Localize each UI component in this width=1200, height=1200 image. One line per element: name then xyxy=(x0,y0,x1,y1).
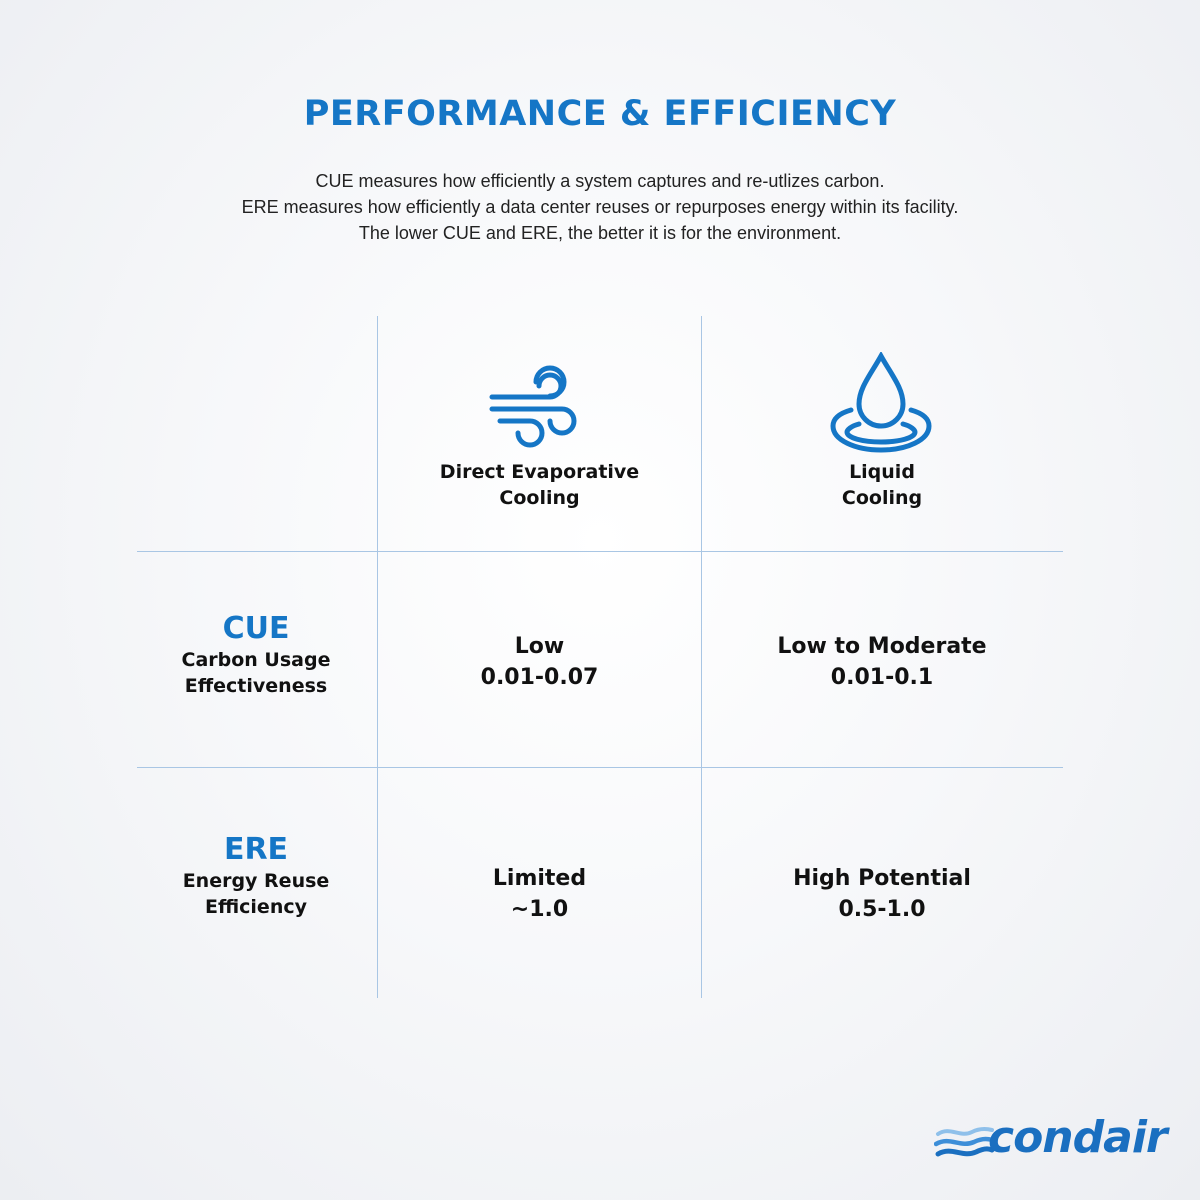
intro-line-cue: CUE measures how efficiently a system ca… xyxy=(315,171,885,191)
column-header-liquid-cooling: Liquid Cooling xyxy=(702,459,1062,511)
cell-cue-liquid: Low to Moderate 0.01-0.1 xyxy=(702,631,1062,693)
cell-rating: Limited xyxy=(492,866,587,891)
grid-divider-horizontal-1 xyxy=(137,551,1063,552)
column-header-line: Cooling xyxy=(841,487,923,509)
condair-wave-mark-icon xyxy=(934,1126,995,1157)
intro-line-ere: ERE measures how efficiently a data cent… xyxy=(241,197,959,217)
row-abbreviation: CUE xyxy=(222,611,290,646)
column-header-line: Cooling xyxy=(499,487,580,509)
cell-range: 0.01-0.07 xyxy=(480,665,599,690)
intro-text: CUE measures how efficiently a system ca… xyxy=(0,168,1200,246)
row-full-name: Carbon Usage Effectiveness xyxy=(136,647,376,699)
row-full-name: Energy Reuse Efficiency xyxy=(136,868,376,920)
column-header-direct-evaporative-cooling: Direct Evaporative Cooling xyxy=(378,459,701,511)
cell-ere-direct-evaporative: Limited ~1.0 xyxy=(378,863,701,925)
cell-rating: Low to Moderate xyxy=(777,634,987,659)
cell-ere-liquid: High Potential 0.5-1.0 xyxy=(702,863,1062,925)
column-header-line: Liquid xyxy=(849,461,915,483)
row-abbreviation: ERE xyxy=(223,832,289,867)
grid-divider-vertical-2 xyxy=(701,316,702,998)
grid-divider-vertical-1 xyxy=(377,316,378,998)
cell-cue-direct-evaporative: Low 0.01-0.07 xyxy=(378,631,701,693)
condair-wordmark: condair xyxy=(988,1112,1168,1163)
row-name-line: Energy Reuse xyxy=(182,870,330,892)
column-header-line: Direct Evaporative xyxy=(439,461,640,483)
row-header-ere: ERE Energy Reuse Efficiency xyxy=(136,832,376,920)
water-drop-icon xyxy=(830,352,932,453)
grid-divider-horizontal-2 xyxy=(137,767,1063,768)
cell-range: 0.01-0.1 xyxy=(830,665,934,690)
condair-logo: condair xyxy=(930,1110,1170,1170)
wind-icon xyxy=(489,365,577,448)
row-header-cue: CUE Carbon Usage Effectiveness xyxy=(136,611,376,699)
intro-line-summary: The lower CUE and ERE, the better it is … xyxy=(358,223,842,243)
row-name-line: Efficiency xyxy=(204,896,307,918)
cell-rating: High Potential xyxy=(793,866,971,891)
cell-range: ~1.0 xyxy=(510,897,569,922)
cell-range: 0.5-1.0 xyxy=(838,897,926,922)
cell-rating: Low xyxy=(514,634,565,659)
row-name-line: Effectiveness xyxy=(184,675,328,697)
page-title: PERFORMANCE & EFFICIENCY xyxy=(303,94,897,134)
row-name-line: Carbon Usage xyxy=(181,649,331,671)
